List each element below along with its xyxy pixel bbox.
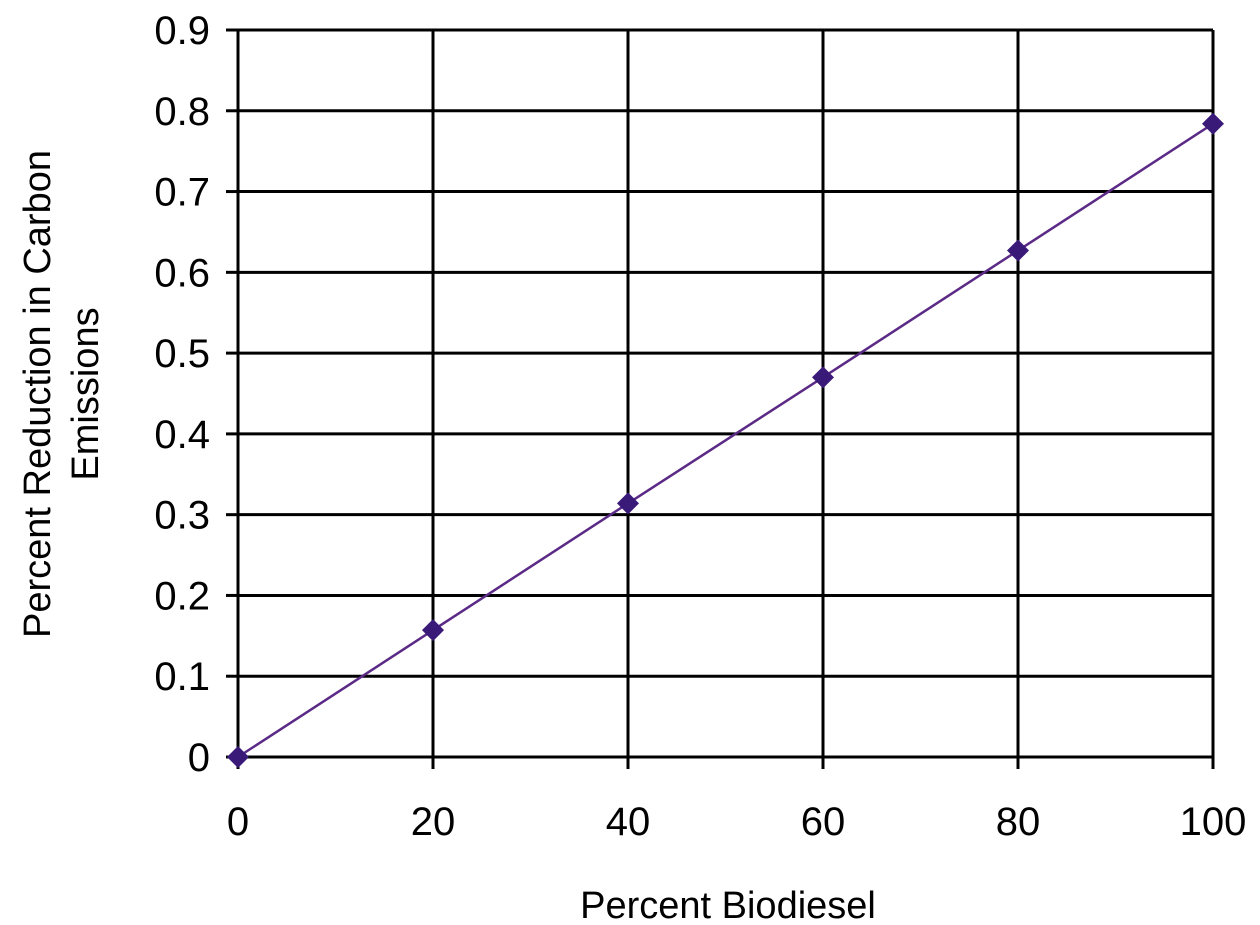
- y-axis-title-line-2: Emissions: [65, 307, 107, 480]
- x-axis-title: Percent Biodiesel: [580, 885, 876, 925]
- y-tick-label: 0.3: [154, 494, 210, 538]
- y-tick-labels: 0 0.1 0.2 0.3 0.4 0.5 0.6 0.7 0.8 0.9: [154, 9, 210, 780]
- y-tick-label: 0.6: [154, 251, 210, 295]
- y-tick-label: 0: [188, 736, 210, 780]
- x-tick-label: 100: [1180, 800, 1247, 844]
- data-point-marker: [812, 366, 834, 389]
- series: [227, 112, 1224, 768]
- y-tick-label: 0.4: [154, 413, 210, 457]
- x-tick-label: 40: [606, 800, 651, 844]
- data-point-marker: [1007, 239, 1029, 262]
- x-tick-labels: 0 20 40 60 80 100: [227, 800, 1247, 844]
- y-tick-label: 0.9: [154, 9, 210, 53]
- grid: [236, 28, 1215, 759]
- data-point-marker: [227, 746, 249, 768]
- data-point-marker: [1202, 112, 1224, 135]
- y-tick-label: 0.8: [154, 90, 210, 134]
- y-tick-label: 0.1: [154, 655, 210, 699]
- x-tick-label: 20: [411, 800, 456, 844]
- data-point-marker: [617, 492, 639, 515]
- axis-titles: Percent Biodiesel Percent Reduction in C…: [17, 150, 876, 925]
- y-tick-label: 0.5: [154, 332, 210, 376]
- axes: [226, 28, 1215, 769]
- y-tick-label: 0.2: [154, 574, 210, 618]
- x-tick-label: 0: [227, 800, 249, 844]
- x-tick-label: 60: [801, 800, 846, 844]
- y-axis-title-line-1: Percent Reduction in Carbon: [17, 150, 59, 638]
- x-tick-label: 80: [996, 800, 1041, 844]
- series-line: [237, 122, 1214, 759]
- y-tick-label: 0.7: [154, 171, 210, 215]
- data-point-marker: [422, 619, 444, 642]
